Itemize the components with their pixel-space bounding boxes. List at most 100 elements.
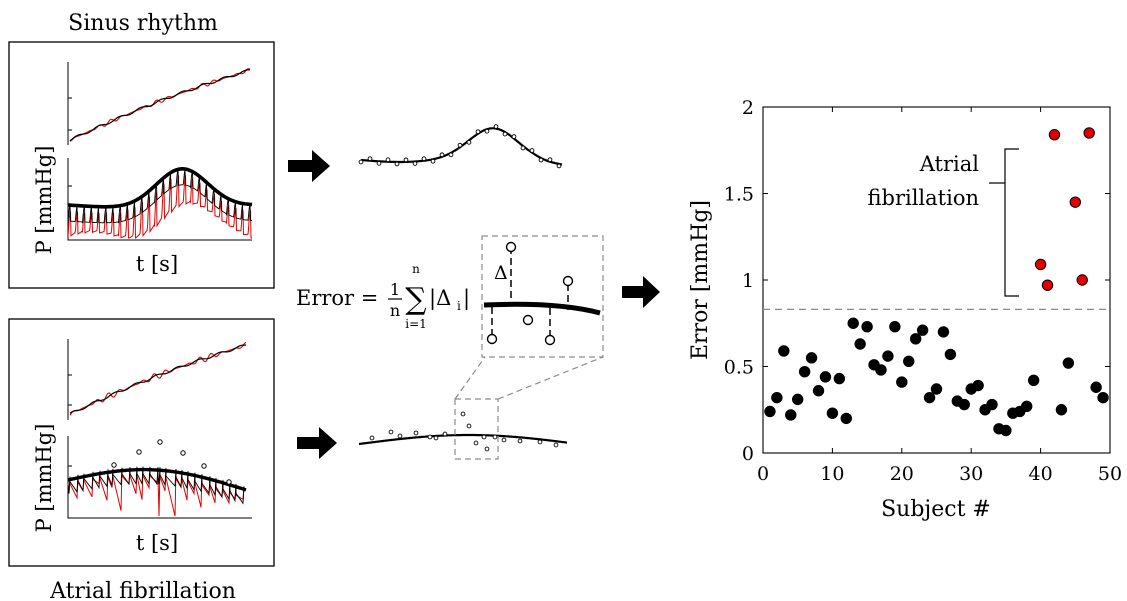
x-tick-label: 10	[820, 463, 844, 485]
zoom-connector-lines	[454, 356, 604, 400]
sample-point	[427, 434, 433, 440]
sinus-top-axes	[67, 62, 72, 145]
formula-sum-upper: n	[412, 262, 420, 276]
formula-fraction-denominator: n	[390, 301, 400, 320]
data-point	[958, 398, 970, 411]
sinus-rhythm-title: Sinus rhythm	[68, 11, 218, 36]
formula-abs-close: |	[463, 286, 470, 311]
sample-point	[473, 440, 479, 446]
sample-point	[421, 156, 427, 162]
x-tick-label: 40	[1029, 463, 1053, 485]
sample-point	[367, 156, 373, 162]
sample-point	[403, 157, 409, 163]
data-point	[778, 345, 790, 357]
sample-point	[430, 158, 436, 164]
arrow-right-icon	[297, 427, 337, 459]
data-point	[944, 348, 957, 361]
data-point	[1097, 391, 1109, 404]
y-tick-labels: 0 0.5 1 1.5 2	[724, 97, 754, 465]
sinus-t-axis-label: t [s]	[136, 252, 178, 276]
data-point	[1000, 424, 1012, 437]
af-bracket	[989, 148, 1019, 297]
sinus-p-axis-label: P [mmHg]	[32, 146, 56, 255]
sample-point	[439, 152, 445, 158]
sample-point	[358, 159, 364, 165]
sample-point	[553, 442, 559, 448]
sample-point	[484, 128, 490, 134]
formula-sum-lower: i=1	[405, 317, 427, 331]
sample-point	[481, 434, 487, 440]
x-tick-label: 0	[757, 463, 769, 485]
data-point	[930, 383, 943, 395]
formula-lhs: Error =	[296, 286, 385, 310]
peak-marker	[136, 449, 142, 455]
sample-point	[484, 446, 490, 452]
af-title: Atrial fibrillation	[49, 579, 236, 601]
data-point	[916, 324, 929, 336]
sample-point	[388, 429, 394, 435]
data-point	[798, 365, 811, 378]
sample-point	[376, 160, 382, 166]
peak-marker	[111, 462, 117, 468]
y-tick-label: 0	[742, 443, 754, 465]
x-tick-label: 50	[1098, 463, 1122, 485]
sample-point	[556, 163, 562, 169]
sample-point	[520, 145, 526, 151]
data-point	[937, 326, 950, 338]
sample-point	[433, 435, 439, 441]
data-point	[840, 412, 852, 425]
data-point	[805, 352, 818, 364]
sinus-bottom-black-trace	[68, 169, 252, 224]
formula-abs-term: |Δ	[429, 286, 451, 311]
data-point	[1055, 404, 1068, 416]
sinus-rhythm-panel	[8, 41, 275, 289]
x-tick-label: 30	[959, 463, 983, 485]
af-top-black-trace	[69, 344, 246, 414]
sample-point	[466, 139, 472, 145]
chart-data-points	[764, 127, 1109, 437]
af-bottom-axes	[67, 436, 252, 519]
x-tick-labels: 0 10 20 30 40 50	[757, 463, 1122, 485]
data-point	[1034, 258, 1047, 271]
af-peak-markers	[111, 439, 232, 485]
sinus-bottom-axes	[67, 158, 252, 241]
formula-abs-subscript: i	[457, 299, 461, 313]
y-tick-label: 1.5	[724, 184, 754, 206]
peak-marker	[157, 439, 163, 445]
data-point	[833, 372, 846, 385]
data-point	[986, 398, 998, 411]
data-point	[1041, 279, 1054, 291]
y-tick-label: 2	[742, 97, 754, 119]
data-point	[1090, 381, 1102, 393]
sample-point	[529, 148, 535, 153]
data-point	[896, 376, 908, 388]
sinus-top-black-trace	[69, 69, 250, 142]
af-fitted-curve	[358, 433, 568, 446]
data-point	[1062, 357, 1075, 369]
sample-point	[460, 411, 466, 417]
sample-point	[442, 431, 448, 437]
af-envelope-curve	[68, 467, 247, 492]
data-point	[923, 391, 936, 404]
sinus-envelope-curve	[68, 167, 253, 209]
data-point	[861, 321, 873, 333]
arrow-right-icon	[622, 276, 660, 308]
zoom-detail-box	[481, 235, 604, 358]
error-formula: Error = 1 n n ∑ i=1 |Δ i |	[296, 262, 470, 331]
sample-point	[413, 430, 419, 436]
data-point	[1048, 128, 1061, 141]
formula-fraction-numerator: 1	[390, 280, 400, 299]
af-sample-points	[369, 411, 559, 452]
chart-ticks	[762, 106, 1111, 454]
data-point	[875, 364, 887, 376]
y-tick-label: 1	[742, 270, 754, 292]
data-point	[1021, 400, 1033, 412]
sample-point	[501, 437, 507, 443]
sample-point	[412, 161, 418, 166]
data-point	[903, 355, 915, 368]
data-point	[972, 379, 984, 392]
data-point	[826, 407, 839, 419]
sample-point	[547, 157, 553, 163]
af-annotation-line2: fibrillation	[868, 186, 979, 210]
